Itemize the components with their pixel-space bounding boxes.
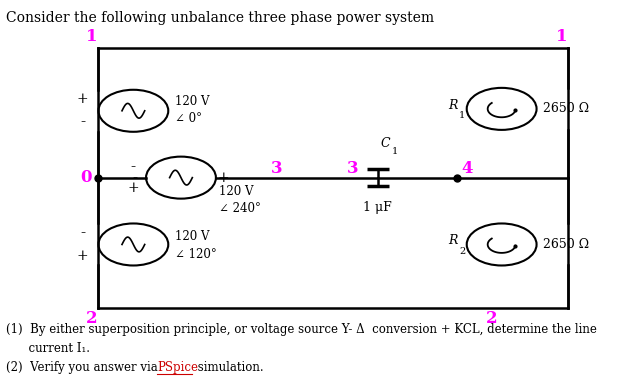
Text: +: + <box>77 92 88 106</box>
Text: simulation.: simulation. <box>194 361 264 374</box>
Text: -: - <box>132 171 137 185</box>
Text: R: R <box>448 99 457 112</box>
Text: +: + <box>128 181 139 195</box>
Text: 0: 0 <box>80 169 91 186</box>
Text: C: C <box>381 137 391 150</box>
Text: 3: 3 <box>271 160 282 176</box>
Text: 1: 1 <box>392 147 398 156</box>
Text: (1)  By either superposition principle, or voltage source Y- Δ  conversion + KCL: (1) By either superposition principle, o… <box>6 323 598 336</box>
Text: 2: 2 <box>459 247 465 256</box>
Text: 2: 2 <box>86 311 98 327</box>
Text: PSpice: PSpice <box>157 361 199 374</box>
Text: 120 V: 120 V <box>175 95 209 108</box>
Text: 1: 1 <box>459 111 465 120</box>
Text: ∠ 240°: ∠ 240° <box>219 202 261 215</box>
Text: ∠ 120°: ∠ 120° <box>175 248 217 261</box>
Text: 4: 4 <box>461 160 472 176</box>
Text: ∠ 0°: ∠ 0° <box>175 112 202 125</box>
Text: 1 μF: 1 μF <box>363 201 392 214</box>
Text: 2650 Ω: 2650 Ω <box>543 238 589 251</box>
Text: R: R <box>448 234 457 247</box>
Text: 120 V: 120 V <box>219 185 253 198</box>
Text: 120 V: 120 V <box>175 230 209 243</box>
Text: 2: 2 <box>486 311 498 327</box>
Text: current I₁.: current I₁. <box>6 342 90 355</box>
Text: +: + <box>218 171 229 185</box>
Text: (2)  Verify you answer via: (2) Verify you answer via <box>6 361 162 374</box>
Text: -: - <box>131 160 136 174</box>
Text: -: - <box>80 115 85 129</box>
Text: 1: 1 <box>86 28 98 45</box>
Text: 1: 1 <box>556 28 568 45</box>
Text: 3: 3 <box>347 160 358 176</box>
Text: 2650 Ω: 2650 Ω <box>543 102 589 115</box>
Text: -: - <box>80 226 85 240</box>
Text: +: + <box>77 249 88 263</box>
Text: Consider the following unbalance three phase power system: Consider the following unbalance three p… <box>6 11 434 26</box>
